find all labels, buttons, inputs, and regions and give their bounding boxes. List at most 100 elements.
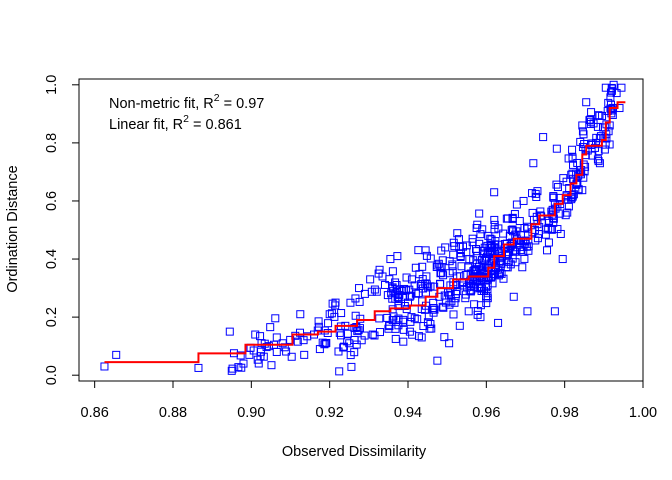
- data-point: [282, 347, 291, 356]
- data-point: [408, 330, 417, 339]
- x-tick-label-1.00: 1.00: [629, 405, 657, 421]
- data-point: [472, 245, 480, 254]
- data-point: [469, 256, 478, 265]
- data-point: [194, 363, 203, 372]
- data-point: [483, 248, 492, 257]
- data-point: [360, 331, 369, 340]
- data-point: [100, 362, 109, 371]
- legend-nonmetric-fit: Non-metric fit, R2 = 0.97: [109, 92, 264, 112]
- data-point: [249, 346, 258, 355]
- data-point: [617, 83, 626, 92]
- data-point: [490, 188, 499, 197]
- data-point: [417, 333, 426, 342]
- data-point: [569, 160, 578, 169]
- data-point: [471, 267, 480, 276]
- data-point: [228, 364, 237, 373]
- data-point: [370, 331, 379, 340]
- data-point: [112, 350, 121, 359]
- data-point: [544, 216, 553, 225]
- x-tick-label-0.88: 0.88: [159, 405, 187, 421]
- data-point: [483, 294, 492, 303]
- data-point: [391, 334, 400, 343]
- data-point: [541, 230, 550, 239]
- data-point: [497, 259, 506, 268]
- data-point: [337, 331, 346, 340]
- data-point: [267, 361, 276, 370]
- data-point: [593, 155, 602, 164]
- data-point: [343, 329, 352, 338]
- data-point: [251, 330, 260, 339]
- data-point: [394, 302, 403, 311]
- data-point: [604, 98, 613, 107]
- data-point: [490, 220, 499, 229]
- data-point: [372, 287, 381, 296]
- data-point: [257, 339, 266, 348]
- data-point: [438, 302, 447, 311]
- data-point: [357, 336, 366, 345]
- data-point: [422, 251, 431, 260]
- data-point: [350, 348, 359, 357]
- data-point: [470, 300, 479, 309]
- data-point: [347, 362, 356, 371]
- data-point: [411, 289, 420, 298]
- data-point: [386, 255, 395, 264]
- data-point: [578, 127, 587, 136]
- data-point: [407, 313, 416, 322]
- data-point: [399, 325, 408, 334]
- data-points: [100, 80, 626, 376]
- data-point: [496, 256, 505, 265]
- data-point: [457, 262, 466, 271]
- data-point: [337, 309, 346, 318]
- data-point: [325, 310, 334, 319]
- data-point: [468, 277, 477, 286]
- data-point: [432, 263, 441, 272]
- data-point: [387, 289, 396, 298]
- data-point: [234, 363, 243, 372]
- data-point: [558, 255, 567, 264]
- data-point: [320, 340, 329, 349]
- data-point: [429, 303, 438, 312]
- data-point: [478, 225, 487, 234]
- data-point: [573, 158, 582, 167]
- data-point: [502, 214, 511, 223]
- data-point: [475, 209, 484, 218]
- data-point: [529, 159, 538, 168]
- data-point: [464, 263, 473, 272]
- data-point: [355, 297, 364, 306]
- data-point: [564, 154, 573, 163]
- data-point: [296, 310, 305, 319]
- data-point: [600, 133, 609, 142]
- data-point: [518, 263, 527, 272]
- data-point: [253, 355, 262, 364]
- data-point: [401, 292, 410, 301]
- data-point: [388, 267, 397, 276]
- x-axis: 0.86 0.88 0.90 0.92 0.94 0.96 0.98 1.00: [81, 380, 657, 421]
- legend: Non-metric fit, R2 = 0.97 Linear fit, R2…: [109, 92, 264, 133]
- data-point: [413, 315, 422, 324]
- data-point: [550, 307, 559, 316]
- data-point: [592, 133, 601, 142]
- x-tick-label-0.98: 0.98: [551, 405, 579, 421]
- data-point: [322, 338, 331, 347]
- x-tick-label-0.92: 0.92: [316, 405, 344, 421]
- data-point: [236, 351, 245, 360]
- data-point: [477, 286, 486, 295]
- x-tick-label-0.90: 0.90: [237, 405, 265, 421]
- data-point: [499, 274, 508, 283]
- data-point: [353, 327, 362, 336]
- data-point: [512, 200, 521, 209]
- data-point: [598, 111, 607, 120]
- y-tick-label-0.0: 0.0: [44, 365, 60, 385]
- data-point: [483, 292, 492, 301]
- data-point: [580, 167, 589, 176]
- data-point: [385, 321, 394, 330]
- data-point: [578, 121, 587, 130]
- data-point: [499, 229, 508, 238]
- data-point: [561, 211, 570, 220]
- data-point: [315, 345, 324, 354]
- data-point: [335, 328, 344, 337]
- data-point: [483, 281, 492, 290]
- data-point: [426, 320, 435, 329]
- data-point: [455, 321, 464, 330]
- data-point: [568, 192, 577, 201]
